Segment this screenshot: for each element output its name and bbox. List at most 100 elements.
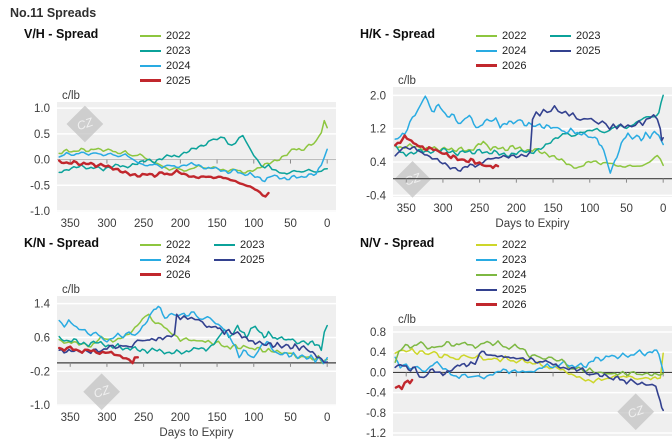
legend-line-swatch	[476, 288, 497, 291]
legend-label: 2022	[502, 29, 527, 42]
legend-item: 2025	[476, 282, 580, 297]
legend-line-swatch	[476, 273, 497, 276]
legend-item: 2026	[140, 267, 214, 282]
series-line-2022	[394, 347, 664, 384]
y-tick-label: 0.6	[34, 332, 50, 344]
y-tick-label: 1.2	[370, 124, 386, 136]
legend-item: 2023	[214, 237, 288, 252]
legend-item: 2025	[214, 252, 288, 267]
x-axis-label: Days to Expiry	[495, 218, 569, 230]
series-line-2024	[394, 340, 664, 377]
y-tick-label: 1.0	[34, 103, 50, 115]
legend-item: 2024	[140, 252, 214, 267]
plot-area	[57, 102, 336, 212]
plot-svg: CZ c/lb 2.0 1.2 0.4 -0.4 350 300 250 200 150 100 50 0…	[366, 75, 672, 230]
legend-label: 2026	[502, 298, 527, 311]
y-tick-label: 0.4	[370, 347, 387, 359]
series-line-2026	[394, 378, 414, 391]
legend-label: 2025	[502, 283, 527, 296]
legend-item: 2025	[140, 73, 244, 88]
y-axis-unit-label: c/lb	[398, 75, 416, 87]
chart-header: N/V - Spread 2022 2023 2024 2025 2026	[346, 231, 672, 312]
legend-label: 2023	[240, 238, 265, 251]
chart-title: K/N - Spread	[24, 236, 100, 250]
legend-line-swatch	[214, 243, 235, 246]
legend-line-swatch	[476, 303, 497, 306]
chart-kn-spread: K/N - Spread 2022 2023 2024 2025 2026 CZ c/lb 1.…	[10, 231, 346, 440]
chart-header: K/N - Spread 2022 2023 2024 2025 2026	[10, 231, 346, 282]
x-tick-label: 0	[324, 412, 330, 424]
x-tick-label: 100	[580, 203, 599, 215]
x-tick-label: 250	[134, 218, 153, 230]
x-tick-label: 150	[207, 218, 226, 230]
x-tick-label: 100	[244, 218, 263, 230]
plot-svg: CZ c/lb 1.4 0.6 -0.2 -1.0 350 300 250 200 150 100 50…	[30, 284, 336, 439]
chart-title: H/K - Spread	[360, 27, 436, 41]
y-tick-label: 0.5	[34, 129, 50, 141]
y-tick-label: 0.0	[34, 155, 50, 167]
legend-label: 2024	[502, 44, 527, 57]
series-line-2024	[58, 305, 328, 365]
watermark-text: CZ	[75, 115, 95, 133]
y-tick-label: 0.8	[370, 327, 386, 339]
legend-label: 2023	[166, 44, 191, 57]
series-line-2022	[58, 119, 328, 174]
series-line-2024	[394, 95, 664, 174]
plot-area	[393, 87, 672, 197]
legend-label: 2023	[502, 253, 527, 266]
legend-line-swatch	[476, 243, 497, 246]
legend-line-swatch	[550, 34, 571, 37]
legend-label: 2022	[166, 29, 191, 42]
y-tick-label: 0.4	[370, 157, 387, 169]
y-tick-label: -1.0	[30, 206, 50, 218]
legend-label: 2025	[576, 44, 601, 57]
legend-label: 2024	[166, 253, 191, 266]
legend-item: 2022	[140, 237, 214, 252]
x-tick-label: 350	[61, 218, 80, 230]
series-line-2025	[394, 104, 665, 172]
chart-hk-spread: H/K - Spread 2022 2023 2024 2025 2026 CZ c/lb 2.…	[346, 22, 672, 231]
legend-label: 2025	[166, 74, 191, 87]
legend-label: 2022	[502, 238, 527, 251]
x-tick-label: 300	[97, 412, 116, 424]
y-axis-unit-label: c/lb	[62, 284, 80, 296]
legend-line-swatch	[140, 79, 161, 82]
legend-item: 2026	[476, 297, 580, 312]
legend-line-swatch	[140, 243, 161, 246]
legend-item: 2025	[550, 43, 624, 58]
legend-line-swatch	[476, 49, 497, 52]
y-axis-unit-label: c/lb	[62, 90, 80, 102]
x-tick-label: 0	[660, 203, 666, 215]
y-tick-label: 0.0	[370, 367, 386, 379]
x-axis-label: Days to Expiry	[159, 427, 233, 439]
series-line-2025	[58, 159, 270, 198]
watermark-logo: CZ	[394, 161, 431, 198]
y-tick-label: 1.4	[34, 299, 51, 311]
legend-line-swatch	[140, 49, 161, 52]
y-tick-label: 2.0	[370, 90, 386, 102]
y-tick-label: -0.4	[366, 190, 386, 202]
legend-line-swatch	[476, 64, 497, 67]
legend: 2022 2023 2024 2025 2026	[476, 25, 672, 73]
legend-item: 2023	[550, 28, 624, 43]
legend-label: 2022	[166, 238, 191, 251]
series-line-2026	[58, 345, 140, 365]
chart-title: V/H - Spread	[24, 27, 99, 41]
legend-item: 2024	[140, 58, 244, 73]
legend-line-swatch	[140, 258, 161, 261]
series-line-2023	[58, 134, 328, 175]
y-axis-unit-label: c/lb	[398, 314, 416, 326]
x-tick-label: 350	[397, 203, 416, 215]
legend-line-swatch	[140, 64, 161, 67]
legend: 2022 2023 2024 2025 2026	[140, 234, 346, 282]
legend-item: 2024	[476, 43, 550, 58]
x-tick-label: 50	[284, 218, 297, 230]
legend-label: 2024	[166, 59, 191, 72]
legend-item: 2022	[140, 28, 244, 43]
x-tick-label: 200	[171, 218, 190, 230]
legend: 2022 2023 2024 2025 2026	[476, 234, 672, 312]
legend-item: 2023	[140, 43, 244, 58]
series-line-2026	[394, 134, 500, 170]
x-tick-label: 50	[620, 203, 633, 215]
